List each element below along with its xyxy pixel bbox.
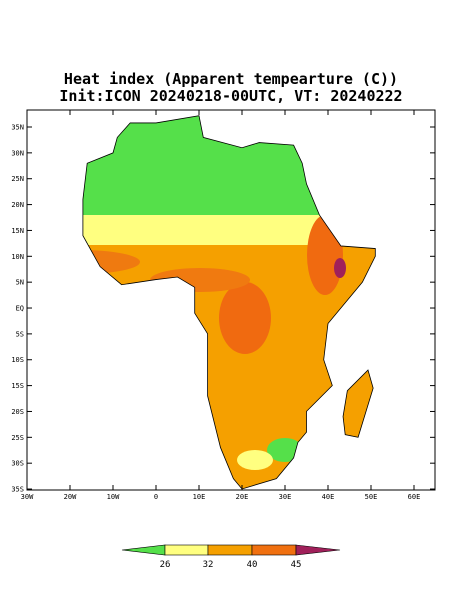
colorbar-label: 32 [203,560,214,570]
colorbar: 26 32 40 45 [121,544,341,570]
lat-label: EQ [16,305,24,313]
lon-label: 40E [322,493,335,501]
colorbar-label: 45 [291,560,302,570]
lon-label: 50E [365,493,378,501]
lat-label: 35N [11,124,24,132]
lat-label: 30S [11,460,24,468]
lat-label: 30N [11,149,24,157]
coastline [82,115,376,490]
lat-label: 10N [11,253,24,261]
lon-label: 30W [21,493,34,501]
lat-label: 5S [16,330,24,338]
lon-label: 10W [107,493,120,501]
lat-label: 20N [11,201,24,209]
title-line: Heat index (Apparent tempearture (C)) [64,70,398,88]
lon-label: 10E [193,493,206,501]
lon-label: 20W [64,493,77,501]
title-line: Init:ICON 20240218-00UTC, VT: 20240222 [59,87,402,105]
lat-label: 10S [11,356,24,364]
lon-label: 0 [154,493,158,501]
lat-label: 25N [11,175,24,183]
lon-label: 20E [236,493,249,501]
lat-label: 20S [11,408,24,416]
lon-label: 60E [408,493,421,501]
lat-label: 15N [11,227,24,235]
lat-label: 5N [16,279,24,287]
lat-label: 25S [11,434,24,442]
lat-label: 35S [11,486,24,494]
lat-label: 15S [11,382,24,390]
colorbar-label: 26 [160,560,171,570]
lon-label: 30E [279,493,292,501]
colorbar-label: 40 [247,560,258,570]
madagascar [342,369,374,438]
